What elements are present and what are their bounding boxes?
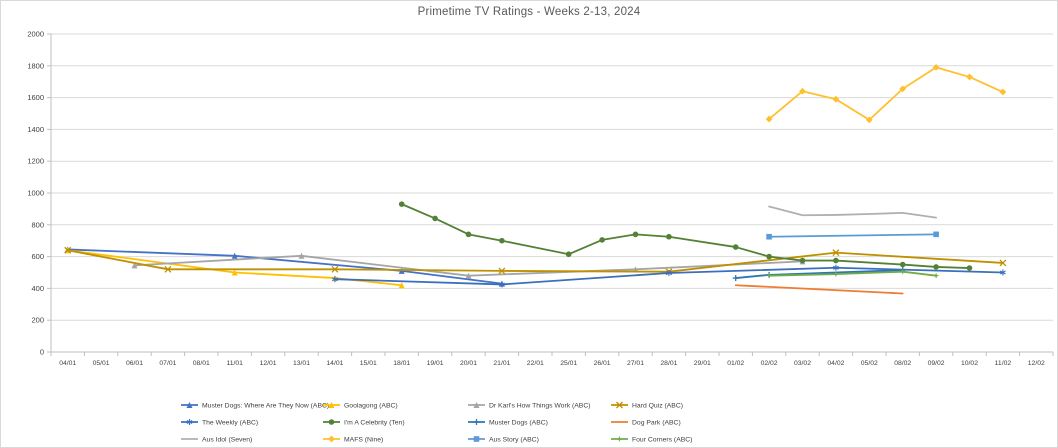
legend-label: I'm A Celebrity (Ten) [344,419,405,426]
y-tick-label: 1400 [27,125,44,134]
x-tick-label: 18/01 [393,360,410,367]
series-aus-story-abc [766,231,939,240]
legend-label: Aus Idol (Seven) [202,436,252,443]
x-tick-label: 28/01 [660,360,677,367]
x-tick-label: 20/01 [460,360,477,367]
series-dog-park-abc [734,284,904,295]
legend-item-dog-park-abc: Dog Park (ABC) [611,419,681,426]
x-tick-label: 22/01 [527,360,544,367]
chart-title: Primetime TV Ratings - Weeks 2-13, 2024 [417,6,641,18]
legend: Muster Dogs: Where Are They Now (ABC) Goo… [181,401,692,443]
y-axis-labels: 0 200 400 600 800 1000 1200 1400 1600 1800 2000 [27,30,44,357]
x-tick-label: 04/01 [59,360,76,367]
y-tick-label: 2000 [27,30,44,39]
legend-label: The Weekly (ABC) [202,419,258,426]
legend-item-i-m-a-celebrity-ten: I'm A Celebrity (Ten) [323,419,405,426]
y-tick-label: 800 [31,220,44,229]
legend-label: Muster Dogs (ABC) [489,419,548,426]
legend-item-dr-karl-s-how-things-work-abc: Dr Karl's How Things Work (ABC) [468,402,591,409]
legend-item-goolagong-abc: Goolagong (ABC) [323,402,398,409]
y-tick-label: 600 [31,252,44,261]
series-muster-dogs-where-are-they-now-abc [64,246,505,287]
legend-item-the-weekly-abc: The Weekly (ABC) [181,419,258,426]
y-tick-label: 1800 [27,61,44,70]
x-tick-label: 05/01 [93,360,110,367]
legend-label: Goolagong (ABC) [344,402,398,409]
x-tick-label: 08/01 [193,360,210,367]
x-tick-label: 10/02 [961,360,978,367]
legend-item-four-corners-abc: Four Corners (ABC) [611,436,692,443]
x-axis-ticks [50,352,1054,356]
gridlines [47,33,1053,353]
legend-item-muster-dogs-abc: Muster Dogs (ABC) [468,419,548,426]
legend-item-mafs-nine: MAFS (Nine) [323,435,383,443]
x-tick-label: 29/01 [694,360,711,367]
series-i-m-a-celebrity-ten [398,201,973,271]
series-four-corners-abc [766,268,940,279]
x-tick-label: 13/01 [293,360,310,367]
x-tick-label: 03/02 [794,360,811,367]
y-tick-label: 1000 [27,189,44,198]
x-tick-label: 27/01 [627,360,644,367]
x-tick-label: 01/02 [727,360,744,367]
legend-item-aus-story-abc: Aus Story (ABC) [468,436,539,443]
series-aus-idol-seven [768,205,937,219]
legend-item-aus-idol-seven: Aus Idol (Seven) [181,436,252,443]
x-tick-label: 04/02 [827,360,844,367]
series-the-weekly-abc [332,264,1006,288]
legend-label: Dog Park (ABC) [632,419,681,426]
y-tick-label: 200 [31,316,44,325]
x-tick-label: 12/02 [1028,360,1045,367]
x-tick-label: 08/02 [894,360,911,367]
x-tick-label: 12/01 [260,360,277,367]
x-tick-label: 11/02 [995,360,1012,367]
x-tick-label: 14/01 [326,360,343,367]
x-tick-label: 09/02 [928,360,945,367]
x-axis-labels: 04/01 05/01 06/01 07/01 08/01 11/01 12/01 13/01… [59,360,1045,367]
legend-item-hard-quiz-abc: Hard Quiz (ABC) [611,401,683,409]
x-tick-label: 21/01 [493,360,510,367]
y-tick-label: 0 [40,348,44,357]
x-tick-label: 06/01 [126,360,143,367]
legend-label: Muster Dogs: Where Are They Now (ABC) [202,402,329,409]
x-tick-label: 07/01 [159,360,176,367]
x-tick-label: 26/01 [594,360,611,367]
legend-label: Hard Quiz (ABC) [632,402,683,409]
x-tick-label: 25/01 [560,360,577,367]
x-tick-label: 02/02 [761,360,778,367]
x-tick-label: 05/02 [861,360,878,367]
y-tick-label: 1200 [27,157,44,166]
series-mafs-nine [765,63,1007,124]
y-tick-label: 400 [31,284,44,293]
legend-label: Aus Story (ABC) [489,436,539,443]
y-tick-label: 1600 [27,93,44,102]
x-tick-label: 19/01 [427,360,444,367]
legend-item-muster-dogs-where-are-they-now-abc: Muster Dogs: Where Are They Now (ABC) [181,402,329,409]
legend-label: Four Corners (ABC) [632,436,692,443]
x-tick-label: 11/01 [226,360,243,367]
x-tick-label: 15/01 [360,360,377,367]
legend-label: MAFS (Nine) [344,436,383,443]
legend-label: Dr Karl's How Things Work (ABC) [489,402,591,409]
